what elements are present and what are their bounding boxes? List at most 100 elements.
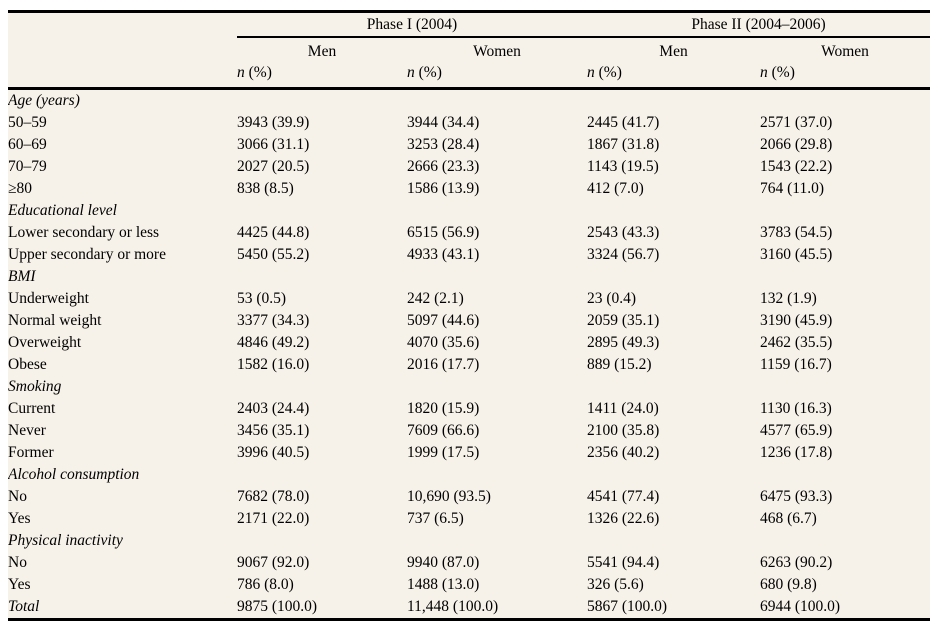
value-cell: 4541 (77.4) [587,488,660,505]
section-header-row: Educational level [8,200,930,222]
value-cell: 2171 (22.0) [237,510,310,527]
data-row: Yes 786 (8.0) 1488 (13.0) 326 (5.6) 680 (9.8… [8,574,930,596]
value-cell: 4577 (65.9) [760,422,833,439]
percent-suffix: (%) [414,64,442,81]
row-label: Yes [8,576,31,593]
section-header-row: Smoking [8,376,930,398]
value-cell: 9067 (92.0) [237,554,310,571]
value-cell: 3066 (31.1) [237,136,310,153]
value-cell: 132 (1.9) [760,290,817,307]
value-cell: 1586 (13.9) [407,180,480,197]
value-cell: 5450 (55.2) [237,246,310,263]
row-label: Normal weight [8,312,102,329]
data-row: Overweight 4846 (49.2) 4070 (35.6) 2895 (49… [8,332,930,354]
value-cell: 1236 (17.8) [760,444,833,461]
data-row: No 7682 (78.0) 10,690 (93.5) 4541 (77.4) 647… [8,486,930,508]
section-title: Educational level [8,202,117,219]
value-cell: 3996 (40.5) [237,444,310,461]
value-cell: 3456 (35.1) [237,422,310,439]
value-cell: 2462 (35.5) [760,334,833,351]
value-cell: 3190 (45.9) [760,312,833,329]
row-label: Overweight [8,334,82,351]
n-symbol: n [407,64,415,81]
value-cell: 3253 (28.4) [407,136,480,153]
value-cell: 2571 (37.0) [760,114,833,131]
data-row: Normal weight 3377 (34.3) 5097 (44.6) 2059 … [8,310,930,332]
total-value-cell: 6944 (100.0) [760,598,841,615]
value-cell: 1820 (15.9) [407,400,480,417]
value-cell: 2016 (17.7) [407,356,480,373]
gender-header-men-phase1: Men [307,43,337,60]
row-label: 50–59 [8,114,47,131]
empty-cell [8,37,237,63]
data-row: 50–59 3943 (39.9) 3944 (34.4) 2445 (41.7) 25… [8,112,930,134]
characteristics-table: Phase I (2004) Phase II (2004–2006) Men … [8,10,930,621]
unit-label: n (%) [237,63,407,90]
value-cell: 3783 (54.5) [760,224,833,241]
data-row: Former 3996 (40.5) 1999 (17.5) 2356 (40.2) 1… [8,442,930,464]
value-cell: 680 (9.8) [760,576,817,593]
empty-corner-cell [8,12,237,38]
value-cell: 1582 (16.0) [237,356,310,373]
gender-header-men-phase2: Men [659,43,688,60]
value-cell: 2666 (23.3) [407,158,480,175]
value-cell: 838 (8.5) [237,180,294,197]
value-cell: 6475 (93.3) [760,488,833,505]
paper-table-sheet: Phase I (2004) Phase II (2004–2006) Men … [8,10,930,621]
phase-header-row: Phase I (2004) Phase II (2004–2006) [8,11,930,38]
data-row: Obese 1582 (16.0) 2016 (17.7) 889 (15.2) 115… [8,354,930,376]
value-cell: 2356 (40.2) [587,444,660,461]
value-cell: 7682 (78.0) [237,488,310,505]
value-cell: 5541 (94.4) [587,554,660,571]
value-cell: 786 (8.0) [237,576,294,593]
table-body: Age (years) 50–59 3943 (39.9) 3944 (34.4) 24… [8,89,930,620]
row-label: Former [8,444,54,461]
row-label: 70–79 [8,158,47,175]
gender-header-women-phase1: Women [473,43,521,60]
value-cell: 2027 (20.5) [237,158,310,175]
n-symbol: n [760,64,768,81]
value-cell: 1867 (31.8) [587,136,660,153]
value-cell: 6515 (56.9) [407,224,480,241]
section-title: Smoking [8,378,62,395]
value-cell: 412 (7.0) [587,180,644,197]
value-cell: 2403 (24.4) [237,400,310,417]
value-cell: 326 (5.6) [587,576,644,593]
value-cell: 2895 (49.3) [587,334,660,351]
value-cell: 1326 (22.6) [587,510,660,527]
section-title: Age (years) [8,92,80,109]
phase1-header: Phase I (2004) [237,11,587,38]
row-label: No [8,488,27,505]
value-cell: 6263 (90.2) [760,554,833,571]
row-label: Never [8,422,46,439]
value-cell: 1143 (19.5) [587,158,659,175]
value-cell: 3944 (34.4) [407,114,480,131]
unit-label: n (%) [407,63,587,90]
value-cell: 2445 (41.7) [587,114,660,131]
value-cell: 9940 (87.0) [407,554,480,571]
value-cell: 23 (0.4) [587,290,637,307]
value-cell: 737 (6.5) [407,510,464,527]
row-label: ≥80 [8,180,33,197]
value-cell: 1488 (13.0) [407,576,480,593]
row-label: Upper secondary or more [8,246,166,263]
n-symbol: n [587,64,595,81]
total-row: Total 9875 (100.0) 11,448 (100.0) 5867 (100… [8,596,930,620]
percent-suffix: (%) [594,64,622,81]
value-cell: 242 (2.1) [407,290,464,307]
value-cell: 1999 (17.5) [407,444,480,461]
section-header-row: Physical inactivity [8,530,930,552]
value-cell: 3943 (39.9) [237,114,310,131]
row-label: Underweight [8,290,89,307]
total-value-cell: 5867 (100.0) [587,598,668,615]
data-row: Underweight 53 (0.5) 242 (2.1) 23 (0.4) 132 … [8,288,930,310]
row-label: Obese [8,356,47,373]
value-cell: 2066 (29.8) [760,136,833,153]
data-row: Lower secondary or less 4425 (44.8) 6515 (… [8,222,930,244]
value-cell: 4846 (49.2) [237,334,310,351]
data-row: Current 2403 (24.4) 1820 (15.9) 1411 (24.0)… [8,398,930,420]
n-symbol: n [237,64,245,81]
data-row: Yes 2171 (22.0) 737 (6.5) 1326 (22.6) 468 (6… [8,508,930,530]
value-cell: 2059 (35.1) [587,312,660,329]
percent-suffix: (%) [244,64,272,81]
